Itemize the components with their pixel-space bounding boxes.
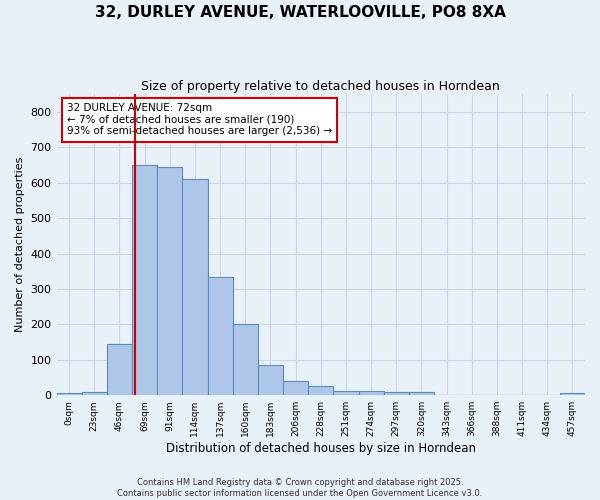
Bar — [82, 392, 107, 395]
Bar — [308, 386, 334, 395]
Title: Size of property relative to detached houses in Horndean: Size of property relative to detached ho… — [142, 80, 500, 93]
Y-axis label: Number of detached properties: Number of detached properties — [15, 157, 25, 332]
X-axis label: Distribution of detached houses by size in Horndean: Distribution of detached houses by size … — [166, 442, 476, 455]
Text: Contains HM Land Registry data © Crown copyright and database right 2025.
Contai: Contains HM Land Registry data © Crown c… — [118, 478, 482, 498]
Bar — [182, 179, 208, 395]
Bar — [233, 324, 258, 395]
Bar — [409, 392, 434, 395]
Bar — [258, 365, 283, 395]
Bar — [283, 381, 308, 395]
Bar — [107, 344, 132, 395]
Bar — [383, 392, 409, 395]
Text: 32, DURLEY AVENUE, WATERLOOVILLE, PO8 8XA: 32, DURLEY AVENUE, WATERLOOVILLE, PO8 8X… — [95, 5, 505, 20]
Bar — [132, 165, 157, 395]
Bar — [334, 391, 359, 395]
Bar — [359, 391, 383, 395]
Text: 32 DURLEY AVENUE: 72sqm
← 7% of detached houses are smaller (190)
93% of semi-de: 32 DURLEY AVENUE: 72sqm ← 7% of detached… — [67, 103, 332, 136]
Bar — [560, 394, 585, 395]
Bar — [208, 276, 233, 395]
Bar — [56, 394, 82, 395]
Bar — [157, 167, 182, 395]
